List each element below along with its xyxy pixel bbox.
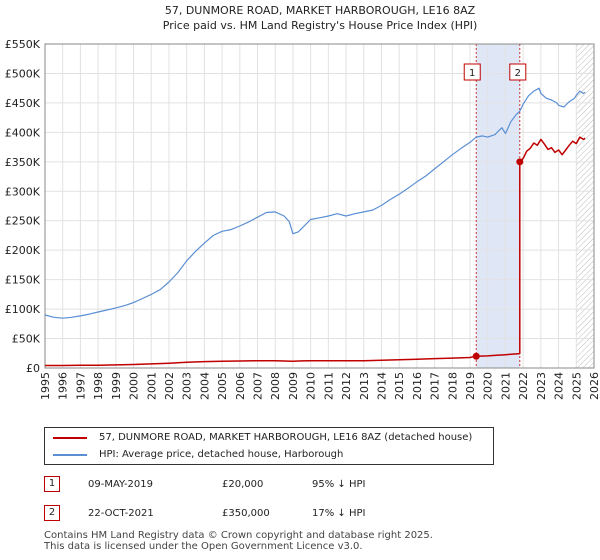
x-tick-label: 1999	[110, 372, 123, 400]
y-tick-label: £0	[26, 362, 40, 375]
x-tick-label: 2020	[482, 372, 495, 400]
y-tick-label: £550K	[5, 38, 41, 51]
series-line-hpi	[44, 87, 586, 319]
x-tick-label: 2002	[163, 372, 176, 400]
y-tick-label: £400K	[5, 126, 41, 139]
x-tick-label: 2023	[535, 372, 548, 400]
event-label-box: 1	[463, 63, 481, 81]
x-tick-label: 2000	[128, 372, 141, 400]
x-tick-label: 2022	[517, 372, 530, 400]
y-tick-label: £150K	[5, 274, 41, 287]
transaction-date: 22-OCT-2021	[88, 508, 154, 519]
x-tick-label: 2001	[145, 372, 158, 400]
x-tick-label: 2007	[252, 372, 265, 400]
x-tick-label: 2010	[305, 372, 318, 400]
transaction-marker: 1	[44, 476, 60, 492]
x-tick-label: 2006	[234, 372, 247, 400]
x-tick-label: 2018	[446, 372, 459, 400]
legend: 57, DUNMORE ROAD, MARKET HARBOROUGH, LE1…	[44, 427, 494, 465]
transaction-date: 09-MAY-2019	[88, 479, 154, 490]
event-point	[472, 352, 480, 360]
footer-line: Contains HM Land Registry data © Crown c…	[44, 530, 433, 541]
shaded-period	[476, 44, 520, 368]
transaction-hpi: 95% ↓ HPI	[312, 479, 366, 490]
plot-frame	[44, 43, 595, 369]
footer: Contains HM Land Registry data © Crown c…	[44, 530, 433, 552]
x-tick-label: 2016	[411, 372, 424, 400]
x-tick-label: 2026	[588, 372, 600, 400]
x-tick-label: 1997	[74, 372, 87, 400]
x-tick-label: 2003	[181, 372, 194, 400]
x-tick-label: 2014	[375, 372, 388, 400]
x-tick-label: 2009	[287, 372, 300, 400]
event-box	[509, 63, 527, 81]
event-point	[516, 158, 524, 166]
legend-label-property: 57, DUNMORE ROAD, MARKET HARBOROUGH, LE1…	[99, 432, 473, 443]
x-tick-label: 2008	[269, 372, 282, 400]
event-label-box: 2	[509, 63, 527, 81]
x-tick-label: 2013	[358, 372, 371, 400]
x-tick-label: 1995	[39, 372, 52, 400]
event-label: 2	[515, 68, 521, 79]
y-tick-label: £200K	[5, 244, 41, 257]
y-tick-label: £350K	[5, 156, 41, 169]
x-tick-label: 2019	[464, 372, 477, 400]
y-tick-label: £100K	[5, 303, 41, 316]
x-tick-label: 2012	[340, 372, 353, 400]
x-tick-label: 2025	[570, 372, 583, 400]
x-tick-label: 2004	[198, 372, 211, 400]
x-tick-label: 2017	[429, 372, 442, 400]
x-tick-label: 1998	[92, 372, 105, 400]
event-label: 1	[469, 68, 475, 79]
x-tick-label: 2015	[393, 372, 406, 400]
legend-swatch-property	[53, 437, 87, 439]
x-tick-label: 2011	[322, 372, 335, 400]
transaction-price: £350,000	[222, 508, 270, 519]
transaction-marker: 2	[44, 505, 60, 521]
transaction-hpi: 17% ↓ HPI	[312, 508, 366, 519]
x-tick-label: 1996	[57, 372, 70, 400]
x-tick-label: 2021	[499, 372, 512, 400]
y-tick-label: £250K	[5, 215, 41, 228]
transaction-price: £20,000	[222, 479, 264, 490]
event-box	[463, 63, 481, 81]
legend-swatch-hpi	[53, 454, 87, 456]
y-tick-label: £500K	[5, 67, 41, 80]
x-tick-label: 2005	[216, 372, 229, 400]
footer-line: This data is licensed under the Open Gov…	[44, 541, 363, 552]
price-chart: 57, DUNMORE ROAD, MARKET HARBOROUGH, LE1…	[5, 4, 600, 400]
chart-subtitle: Price paid vs. HM Land Registry's House …	[163, 19, 478, 32]
hatched-region	[576, 44, 594, 368]
legend-label-hpi: HPI: Average price, detached house, Harb…	[99, 449, 344, 460]
y-tick-label: £50K	[12, 333, 41, 346]
y-tick-label: £450K	[5, 97, 41, 110]
y-tick-label: £300K	[5, 185, 41, 198]
x-tick-label: 2024	[553, 372, 566, 400]
chart-title: 57, DUNMORE ROAD, MARKET HARBOROUGH, LE1…	[165, 4, 476, 17]
